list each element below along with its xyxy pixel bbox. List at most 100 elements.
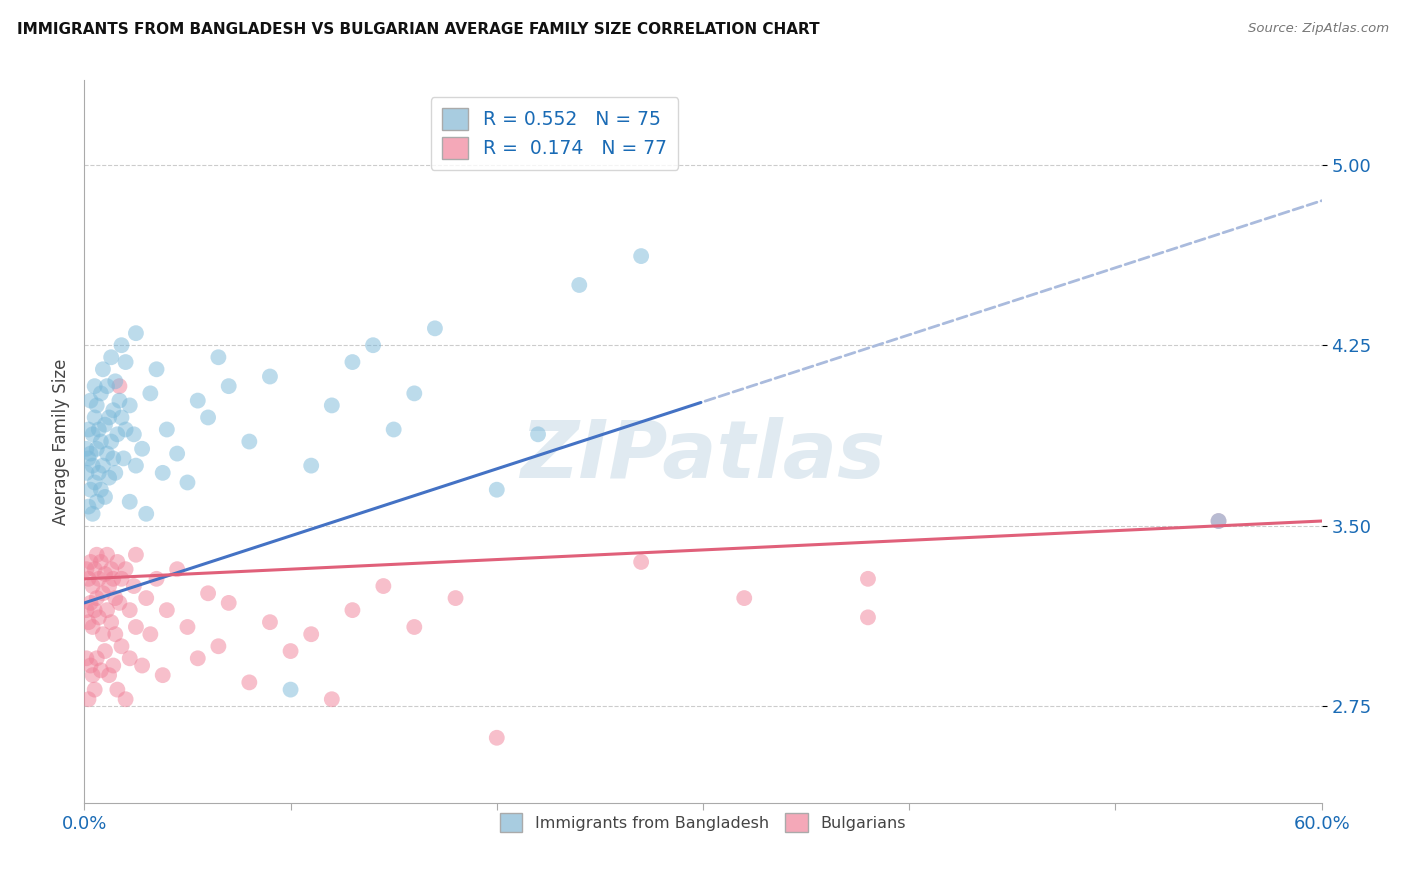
Point [856,610,879,624]
Point [86,398,108,412]
Point [156,423,179,437]
Point [77,572,100,586]
Point [299,627,322,641]
Point [94,490,117,504]
Point [77,500,100,514]
Point [342,603,364,617]
Point [86,591,108,605]
Point [630,555,652,569]
Point [75,562,97,576]
Point [98,470,121,484]
Point [108,379,131,393]
Point [103,572,125,586]
Point [103,658,125,673]
Point [110,572,132,586]
Point [139,386,162,401]
Point [423,321,446,335]
Point [100,434,122,449]
Point [485,731,508,745]
Point [259,369,281,384]
Point [321,692,343,706]
Point [103,403,125,417]
Legend: Immigrants from Bangladesh, Bulgarians: Immigrants from Bangladesh, Bulgarians [494,807,912,838]
Point [145,362,167,376]
Point [91,458,114,473]
Point [90,434,112,449]
Point [83,562,105,576]
Text: Source: ZipAtlas.com: Source: ZipAtlas.com [1249,22,1389,36]
Text: IMMIGRANTS FROM BANGLADESH VS BULGARIAN AVERAGE FAMILY SIZE CORRELATION CHART: IMMIGRANTS FROM BANGLADESH VS BULGARIAN … [17,22,820,37]
Point [82,620,104,634]
Point [86,651,108,665]
Point [139,627,162,641]
Point [166,446,188,460]
Point [75,442,97,456]
Point [90,664,112,678]
Point [91,627,114,641]
Point [218,596,240,610]
Point [83,603,105,617]
Point [90,483,112,497]
Point [135,507,157,521]
Point [733,591,755,605]
Point [110,338,132,352]
Point [98,410,121,425]
Point [207,350,229,364]
Point [91,362,114,376]
Point [238,675,260,690]
Point [156,603,179,617]
Point [108,596,131,610]
Point [90,386,112,401]
Point [104,591,127,605]
Point [114,423,136,437]
Point [568,277,591,292]
Point [83,410,105,425]
Point [79,446,101,460]
Point [105,682,128,697]
Point [77,692,100,706]
Point [75,466,97,480]
Point [280,644,302,658]
Point [207,639,229,653]
Point [131,442,153,456]
Point [485,483,508,497]
Point [125,458,148,473]
Point [118,651,141,665]
Point [77,423,100,437]
Y-axis label: Average Family Size: Average Family Size [52,359,70,524]
Point [103,451,125,466]
Point [135,591,157,605]
Point [110,410,132,425]
Point [87,466,110,480]
Point [125,326,148,340]
Text: ZIPatlas: ZIPatlas [520,417,886,495]
Point [118,603,141,617]
Point [82,579,104,593]
Point [122,579,145,593]
Point [77,615,100,630]
Point [100,615,122,630]
Point [856,572,879,586]
Point [96,603,118,617]
Point [104,627,127,641]
Point [96,548,118,562]
Point [87,610,110,624]
Point [94,417,117,432]
Point [125,620,148,634]
Point [87,423,110,437]
Point [98,668,121,682]
Point [82,507,104,521]
Point [404,386,426,401]
Point [77,451,100,466]
Point [321,398,343,412]
Point [197,586,219,600]
Point [98,579,121,593]
Point [176,620,198,634]
Point [90,555,112,569]
Point [361,338,384,352]
Point [152,668,174,682]
Point [83,379,105,393]
Point [83,475,105,490]
Point [105,555,128,569]
Point [118,494,141,508]
